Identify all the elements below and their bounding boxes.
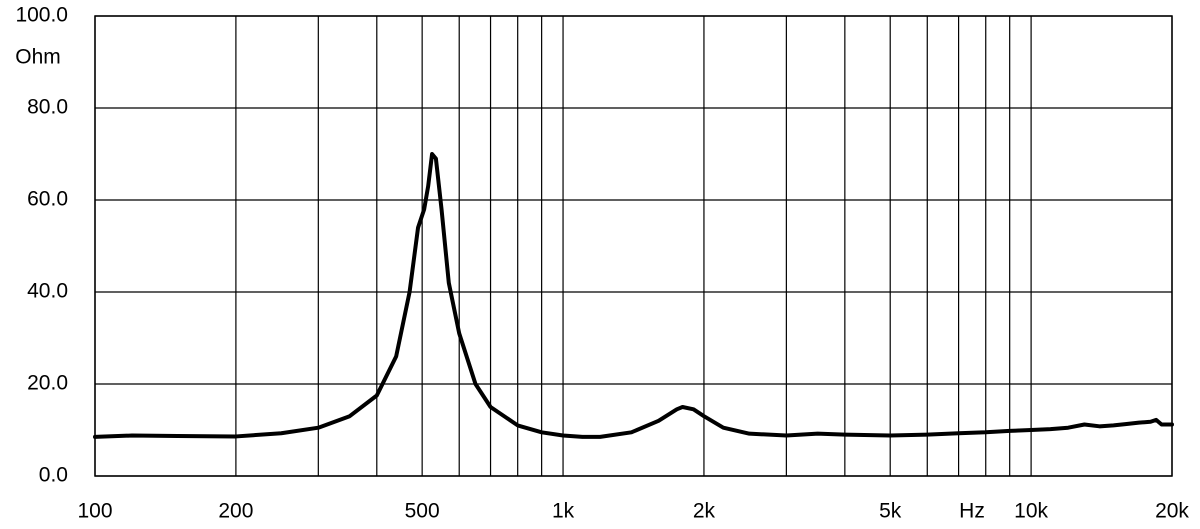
y-tick-label: 80.0	[27, 96, 68, 119]
x-tick-label: 2k	[693, 500, 716, 523]
x-tick-label: 200	[218, 500, 253, 523]
y-tick-label: 40.0	[27, 280, 68, 303]
plot-frame	[94, 15, 1173, 477]
y-tick-label: 0.0	[39, 464, 68, 487]
x-tick-label: 10k	[1014, 500, 1048, 523]
y-tick-label: 100.0	[15, 4, 68, 27]
x-tick-label: 5k	[879, 500, 902, 523]
y-unit: Ohm	[15, 46, 61, 69]
x-tick-label: 100	[77, 500, 112, 523]
impedance-curve	[93, 152, 1174, 439]
x-unit: Hz	[959, 500, 985, 523]
x-tick-label: 1k	[552, 500, 575, 523]
y-tick-label: 20.0	[27, 372, 68, 395]
y-tick-label: 60.0	[27, 188, 68, 211]
x-tick-label: 20k	[1155, 500, 1189, 523]
x-tick-label: 500	[405, 500, 440, 523]
